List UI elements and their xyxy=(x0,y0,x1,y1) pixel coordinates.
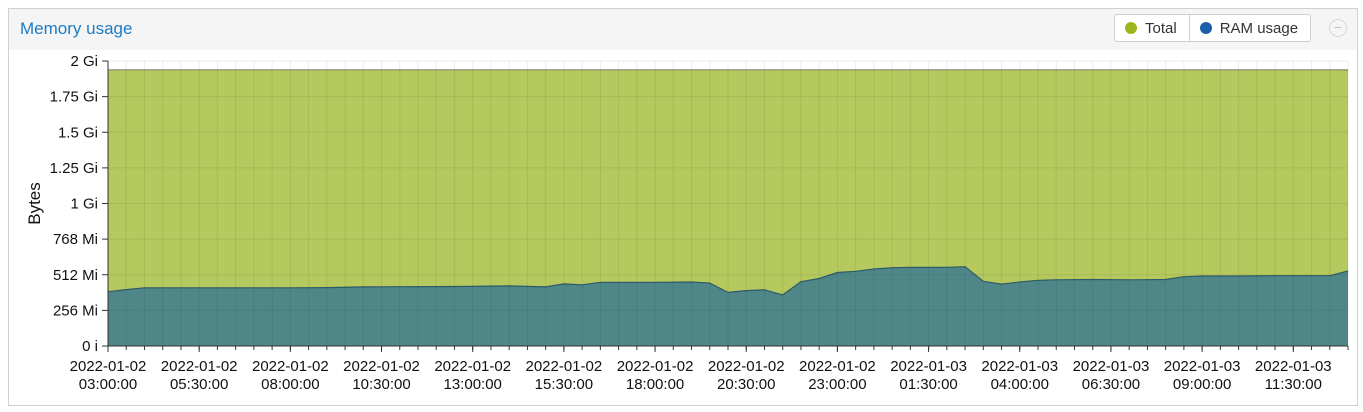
area-total xyxy=(108,69,1348,347)
chart-legend: Total RAM usage xyxy=(1114,14,1312,42)
x-tick-label: 2022-01-02 20:30:00 xyxy=(708,358,785,393)
grid-lines xyxy=(107,60,1349,347)
x-tick-label: 2022-01-03 06:30:00 xyxy=(1073,358,1150,393)
area-ram-usage xyxy=(108,266,1348,346)
legend-label-total: Total xyxy=(1145,19,1177,37)
line-ram-usage xyxy=(107,266,1349,296)
minus-circle-icon[interactable]: − xyxy=(1329,19,1347,37)
y-tick-label: 1.25 Gi xyxy=(50,160,98,177)
legend-swatch-total xyxy=(1125,22,1137,34)
y-tick-label: 2 Gi xyxy=(70,53,98,70)
x-tick-label: 2022-01-03 04:00:00 xyxy=(981,358,1058,393)
legend-swatch-ram-usage xyxy=(1199,22,1212,34)
y-tick-label: 1 Gi xyxy=(70,196,98,213)
y-tick-label: 768 Mi xyxy=(53,231,98,248)
legend-label-ram-usage: RAM usage xyxy=(1219,19,1299,37)
legend-item-total[interactable]: Total xyxy=(1115,15,1189,41)
x-tick-label: 2022-01-02 08:00:00 xyxy=(252,358,329,393)
y-tick-label: 1.5 Gi xyxy=(58,124,98,141)
panel-header: Memory usage Total RAM usage − xyxy=(9,9,1357,50)
y-tick-label: 512 Mi xyxy=(53,267,98,284)
y-tick-label: 1.75 Gi xyxy=(50,89,98,106)
legend-item-ram-usage[interactable]: RAM usage xyxy=(1188,15,1310,41)
panel-title: Memory usage xyxy=(20,19,133,38)
x-tick-label: 2022-01-02 05:30:00 xyxy=(161,358,238,393)
x-tick-label: 2022-01-02 03:00:00 xyxy=(70,358,147,393)
y-tick-label: 256 Mi xyxy=(53,302,98,319)
x-tick-label: 2022-01-02 15:30:00 xyxy=(526,358,603,393)
x-tick-label: 2022-01-02 13:00:00 xyxy=(434,358,511,393)
x-tick-label: 2022-01-02 18:00:00 xyxy=(617,358,694,393)
x-tick-label: 2022-01-03 09:00:00 xyxy=(1164,358,1241,393)
y-axis-title: Bytes xyxy=(25,182,44,225)
x-tick-label: 2022-01-02 10:30:00 xyxy=(343,358,420,393)
x-tick-label: 2022-01-03 11:30:00 xyxy=(1255,358,1332,393)
y-tick-label: 0 i xyxy=(82,338,98,355)
x-tick-label: 2022-01-03 01:30:00 xyxy=(890,358,967,393)
x-tick-label: 2022-01-02 23:00:00 xyxy=(799,358,876,393)
